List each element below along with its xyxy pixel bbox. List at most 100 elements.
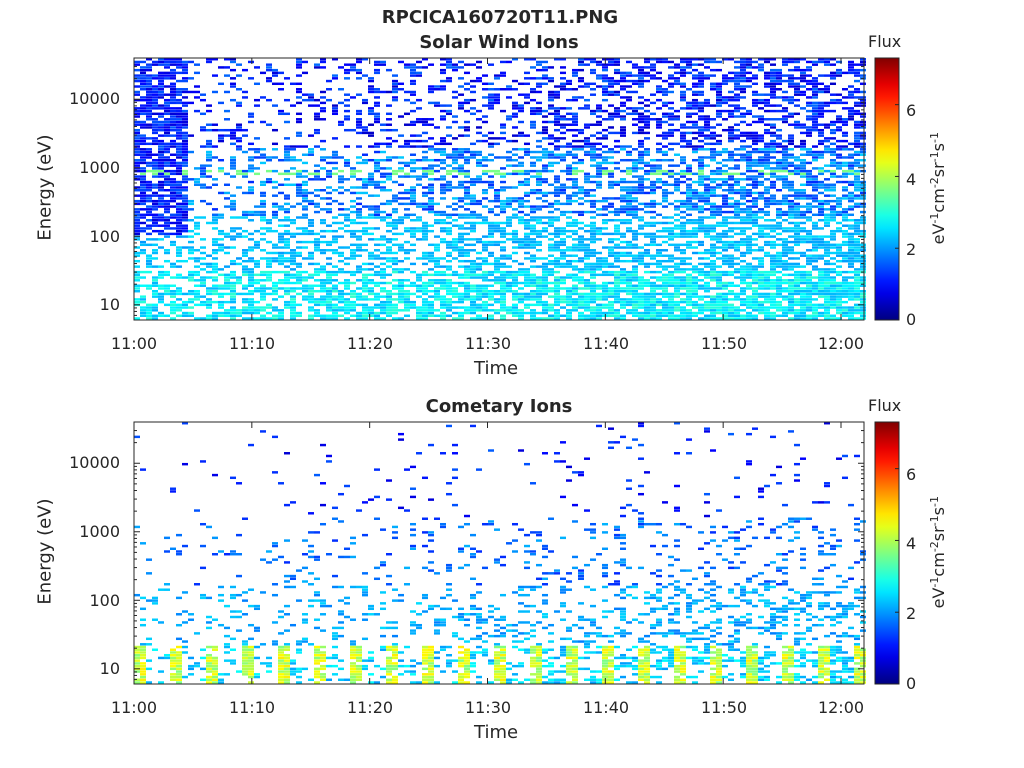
heatmap-cell [452,169,458,173]
heatmap-cell [266,306,272,309]
heatmap-cell [278,254,284,257]
heatmap-cell [410,199,416,203]
heatmap-cell [470,227,476,230]
heatmap-cells [134,58,866,320]
heatmap-cell [416,306,422,309]
heatmap-cell [410,229,416,233]
heatmap-cell [446,287,452,290]
heatmap-cell [320,101,326,105]
heatmap-cell [236,169,242,173]
heatmap-cell [446,281,452,285]
heatmap-cell [596,303,602,307]
heatmap-cell [590,262,596,266]
heatmap-cell [512,276,518,279]
heatmap-cell [260,202,266,206]
heatmap-cell [578,306,584,309]
heatmap-cell [182,139,188,143]
heatmap-cell [608,58,614,61]
heatmap-cell [488,145,494,148]
heatmap-cell [440,279,446,282]
heatmap-cell [320,208,326,211]
heatmap-cell [548,309,554,312]
heatmap-cell [704,314,710,317]
heatmap-cell [644,300,650,304]
heatmap-cell [446,169,452,173]
heatmap-cell [692,82,698,86]
heatmap-cell [422,221,428,225]
heatmap-cell [584,199,590,203]
heatmap-cell [572,243,578,247]
heatmap-cell [356,292,362,296]
heatmap-cell [158,273,164,277]
heatmap-cell [140,249,146,252]
heatmap-cell [674,227,680,230]
heatmap-cell [206,270,212,274]
heatmap-cell [248,115,254,118]
heatmap-cell [740,148,746,151]
heatmap-cell [158,145,164,148]
heatmap-cell [200,167,206,170]
heatmap-cell [398,175,404,178]
heatmap-cell [464,161,470,165]
heatmap-cell [158,115,164,118]
heatmap-cell [656,90,662,94]
heatmap-cell [536,208,542,211]
heatmap-cell [476,303,482,307]
heatmap-cell [302,153,308,156]
heatmap-cell [146,101,152,105]
heatmap-cell [314,104,320,107]
heatmap-cell [602,246,608,249]
heatmap-cell [668,279,674,282]
heatmap-cell [170,93,176,96]
heatmap-cell [488,96,494,99]
heatmap-cell [392,284,398,287]
heatmap-cell [380,216,386,219]
heatmap-cell [746,58,752,61]
heatmap-cell [350,96,356,99]
heatmap-cell [572,279,578,282]
heatmap-cell [248,276,254,279]
heatmap-cell [506,118,512,121]
heatmap-cell [710,186,716,189]
heatmap-cell [404,202,410,206]
heatmap-cell [326,229,332,233]
heatmap-cell [584,224,590,227]
heatmap-cell [392,139,398,143]
heatmap-cell [440,213,446,217]
heatmap-cell [524,183,530,186]
heatmap-cell [284,281,290,285]
heatmap-cell [152,161,158,165]
heatmap-cell [494,265,500,268]
heatmap-cell [686,189,692,192]
heatmap-cell [230,161,236,165]
heatmap-cell [668,148,674,151]
heatmap-cell [470,150,476,154]
heatmap-cell [740,191,746,195]
heatmap-cell [326,156,332,159]
heatmap-cell [722,287,728,290]
heatmap-cell [308,199,314,203]
heatmap-cell [164,232,170,236]
heatmap-cell [518,238,524,241]
heatmap-cell [164,178,170,181]
heatmap-cell [356,314,362,317]
heatmap-cell [728,309,734,312]
heatmap-cell [482,172,488,176]
heatmap-cell [644,161,650,165]
heatmap-cell [680,216,686,219]
heatmap-cell [230,314,236,317]
heatmap-cell [692,205,698,208]
heatmap-cell [212,317,218,320]
heatmap-cell [374,186,380,189]
heatmap-cell [152,249,158,252]
heatmap-cell [548,150,554,154]
heatmap-cell [392,199,398,203]
heatmap-cell [608,270,614,274]
heatmap-cell [278,317,284,320]
heatmap-cell [596,311,602,315]
heatmap-cell [566,254,572,257]
heatmap-cell [386,178,392,181]
heatmap-cell [524,172,530,176]
heatmap-cell [296,145,302,148]
heatmap-cell [542,164,548,167]
